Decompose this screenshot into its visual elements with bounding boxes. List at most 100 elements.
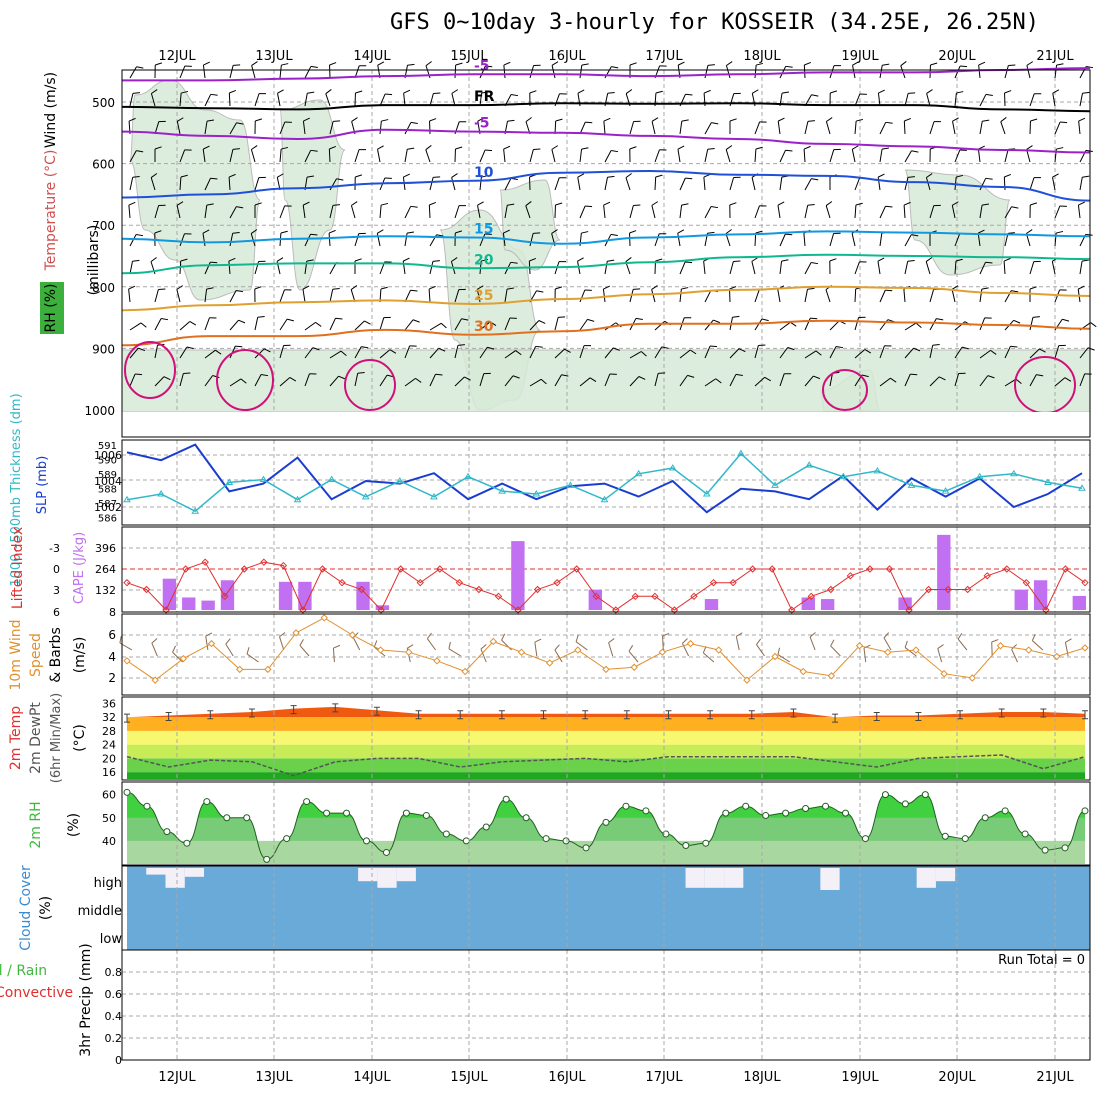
wind-barb-feather: [257, 316, 265, 318]
wind-barb: [279, 65, 282, 79]
wind-barb-feather: [1077, 285, 1085, 290]
wind-barb-feather: [225, 638, 231, 645]
wind-barb-feather: [425, 145, 432, 151]
wind-barb: [329, 262, 337, 275]
wind-barb: [179, 346, 188, 359]
wind-barb-feather: [1082, 91, 1090, 94]
wind-barb-feather: [703, 89, 711, 94]
wind-barb-feather: [487, 346, 495, 350]
lifted-index-point: [514, 606, 522, 614]
wind-barb: [779, 66, 787, 79]
wind-barb-feather: [908, 92, 916, 94]
wind-barb-feather: [638, 376, 646, 380]
wind-barb-feather: [448, 641, 451, 649]
wind-barb: [429, 261, 434, 275]
day-label-top: 20JUL: [938, 49, 976, 64]
wind-barb-feather: [332, 204, 340, 206]
wind-barb-feather: [811, 94, 819, 97]
wind-barb-feather: [685, 93, 693, 96]
wind-barb: [604, 150, 612, 163]
label-wind-speed: Speed: [28, 633, 44, 677]
wind-barb-feather: [555, 202, 563, 206]
wind-barb: [429, 93, 434, 107]
wind-barb: [534, 642, 538, 657]
thickness-point: [771, 481, 779, 488]
label-thickness: 1000~500mb Thickness (dm): [9, 393, 24, 586]
wind-barb-feather: [177, 117, 184, 122]
rh-point: [542, 835, 550, 843]
wind-barb-feather: [930, 62, 938, 66]
wind-barb: [751, 261, 756, 275]
wind-barb: [150, 177, 156, 191]
wind-barb: [903, 120, 906, 135]
wind-barb-feather: [128, 285, 136, 290]
wind-barb-feather: [406, 644, 414, 649]
wind-barb-feather: [883, 632, 890, 639]
wind-barb: [937, 648, 943, 663]
wind-barb: [1004, 149, 1009, 163]
rh-point: [283, 835, 291, 843]
wind-speed-point: [292, 629, 300, 637]
wind-barb: [954, 260, 957, 275]
wind-barb: [654, 373, 659, 387]
wind-barb: [978, 65, 981, 79]
wind10-panel: 6 4 2: [108, 614, 1090, 695]
rh2m-panel: 60 50 40: [102, 782, 1089, 865]
wind-barb: [129, 66, 137, 79]
wind-barb: [480, 648, 487, 663]
high-cloud-gap: [358, 868, 378, 882]
rh-point: [442, 830, 450, 838]
wind-barb-feather: [302, 285, 310, 290]
wind-barb-feather: [729, 118, 737, 122]
wind-barb: [703, 261, 706, 275]
wind-speed-point: [123, 657, 131, 665]
wind-barb-feather: [1085, 149, 1093, 152]
wind-barb: [279, 318, 288, 331]
wind-barb: [725, 233, 731, 247]
wind-barb-feather: [677, 61, 685, 66]
lifted-index-point: [768, 565, 776, 573]
wind-barb-feather: [781, 91, 790, 94]
lifted-index-point: [299, 606, 307, 614]
wind-barb-feather: [628, 645, 634, 652]
rh-label-swatch: [40, 282, 64, 334]
wind-barb: [854, 349, 866, 359]
wind-barb: [704, 319, 714, 331]
label-wind: Wind (m/s): [43, 72, 59, 148]
wind-barb: [129, 93, 134, 107]
wind-barb: [1079, 373, 1086, 387]
wind-barb: [604, 177, 608, 191]
wind-barb-feather: [575, 634, 579, 642]
wind-barb: [1054, 65, 1058, 79]
temp-errorbar: [873, 711, 880, 721]
wind-barb: [154, 289, 159, 303]
wind-barb: [250, 149, 256, 163]
wind-barb-feather: [507, 119, 515, 122]
wind-barb-feather: [861, 374, 869, 378]
wind-barb-feather: [633, 288, 641, 290]
wind-barb-feather: [510, 261, 518, 264]
wind-barb-feather: [333, 644, 341, 649]
wind-barb-feather: [785, 65, 793, 68]
temp-errorbar: [957, 710, 964, 720]
wind-barb: [1029, 93, 1035, 107]
wind-speed-point: [968, 674, 977, 682]
wind-speed-point: [996, 642, 1005, 650]
thickness-point: [805, 461, 814, 468]
wind-barb-feather: [681, 203, 689, 206]
isotherm-line: [122, 67, 1091, 82]
wind-barb: [379, 121, 382, 135]
lifted-index-point: [455, 578, 464, 587]
wind-barb: [454, 318, 462, 331]
cape-bar: [182, 597, 196, 610]
rh-point: [622, 802, 630, 810]
wind-barb: [554, 177, 560, 191]
wind-barb-feather: [603, 201, 611, 206]
wind-barb: [479, 177, 482, 191]
wind-barb-feather: [464, 376, 471, 381]
wind-barb: [854, 317, 860, 331]
wind-barb: [254, 177, 260, 191]
wind-barb-feather: [987, 375, 995, 379]
wind-barb: [929, 318, 937, 331]
wind-barb: [476, 289, 481, 303]
